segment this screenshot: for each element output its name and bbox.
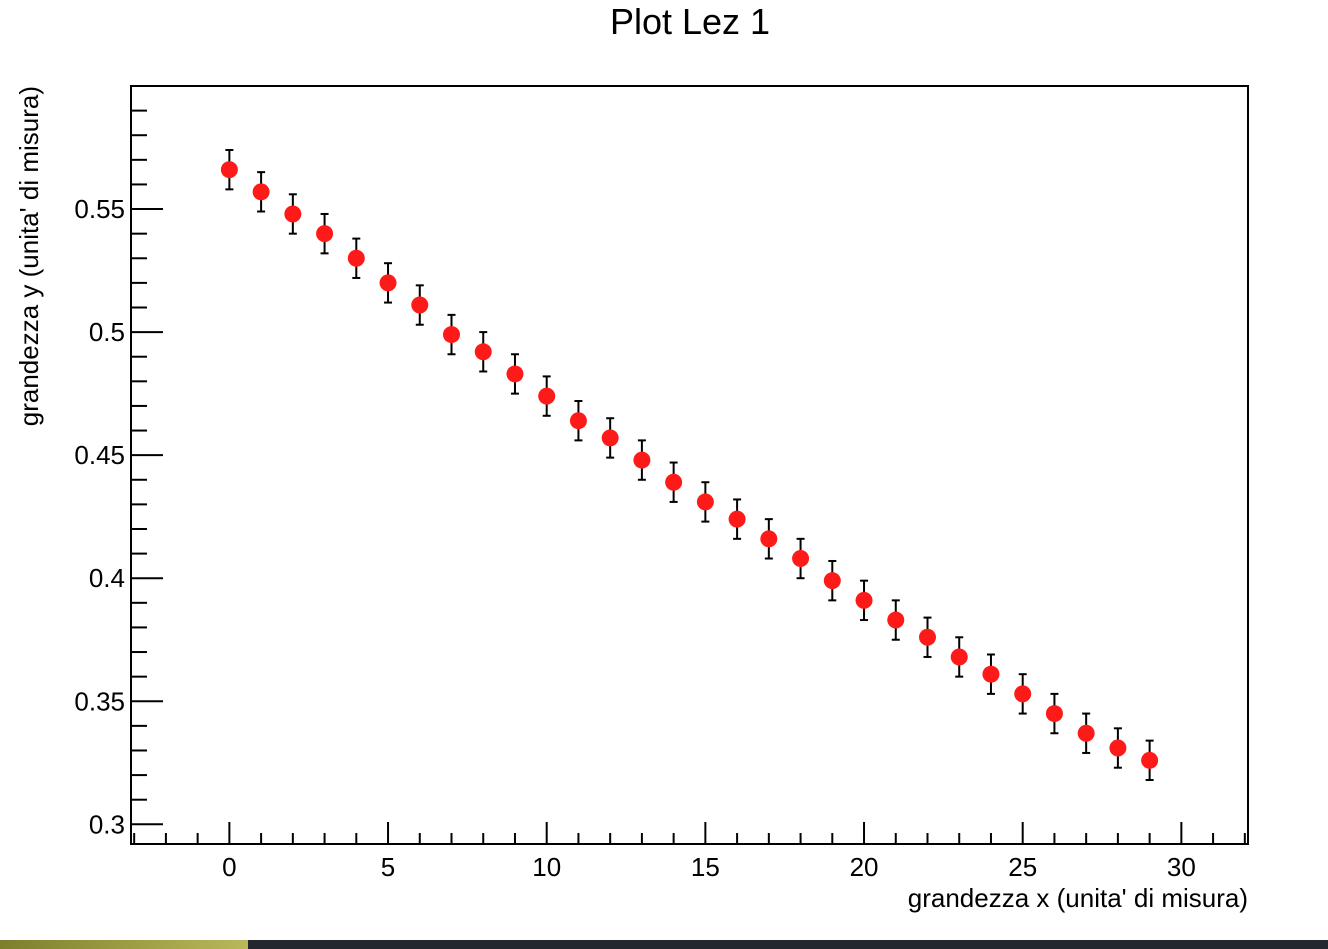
x-tick-label: 15: [691, 852, 720, 882]
data-point: [1141, 751, 1159, 769]
data-point: [792, 550, 810, 568]
x-tick-label: 25: [1008, 852, 1037, 882]
data-point: [1109, 739, 1127, 757]
data-points: [220, 148, 1159, 782]
data-point: [411, 296, 429, 314]
y-axis-title: grandezza y (unita' di misura): [14, 86, 44, 426]
data-point: [347, 249, 365, 267]
data-point: [696, 493, 714, 511]
data-point: [316, 225, 334, 243]
data-point: [918, 628, 936, 646]
y-tick-label: 0.35: [74, 686, 125, 716]
data-point: [220, 161, 238, 179]
data-point: [665, 473, 683, 491]
y-tick-label: 0.45: [74, 440, 125, 470]
x-tick-label: 30: [1167, 852, 1196, 882]
window-bottom-bar: [0, 940, 1328, 949]
data-point: [760, 530, 778, 548]
x-tick-label: 10: [532, 852, 561, 882]
data-point: [950, 648, 968, 666]
data-point: [982, 665, 1000, 683]
x-axis-title: grandezza x (unita' di misura): [908, 883, 1248, 913]
plot-frame: [130, 85, 1249, 845]
window-bottom-accent: [0, 940, 248, 949]
data-point: [284, 205, 302, 223]
y-tick-label: 0.3: [89, 809, 125, 839]
x-tick-label: 0: [222, 852, 236, 882]
data-point: [887, 611, 905, 629]
x-axis: 0 5 10 15 20 25 30: [133, 822, 1246, 882]
x-tick-label: 20: [850, 852, 879, 882]
x-tick-label: 5: [381, 852, 395, 882]
data-point: [443, 326, 461, 344]
data-point: [252, 183, 270, 201]
data-point: [379, 274, 397, 292]
data-point: [855, 591, 873, 609]
data-point: [1045, 705, 1063, 723]
data-point: [506, 365, 524, 383]
y-tick-label: 0.5: [89, 317, 125, 347]
data-point: [474, 343, 492, 361]
data-point: [823, 572, 841, 590]
y-tick-label: 0.4: [89, 563, 125, 593]
y-tick-label: 0.55: [74, 194, 125, 224]
chart-title: Plot Lez 1: [610, 1, 770, 42]
data-point: [633, 451, 651, 469]
data-point: [1014, 685, 1032, 703]
data-point: [538, 387, 556, 405]
data-point: [1077, 724, 1095, 742]
y-axis: 0.3 0.35 0.4 0.45 0.5 0.55: [74, 85, 163, 839]
data-point: [569, 412, 587, 430]
data-point: [601, 429, 619, 447]
data-point: [728, 510, 746, 528]
